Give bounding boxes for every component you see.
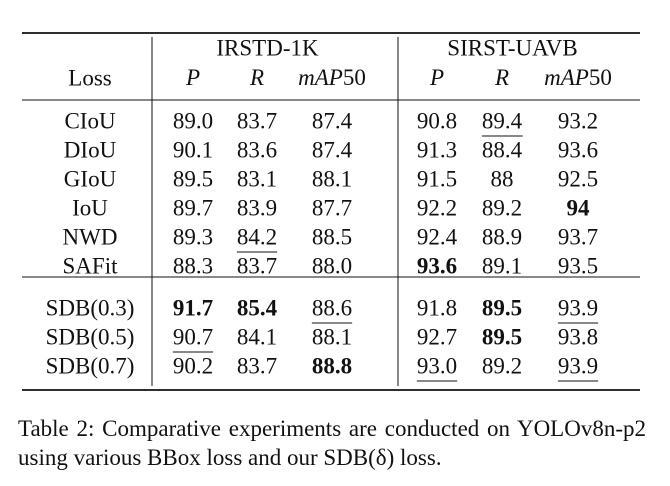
table-cell: 93.8 bbox=[558, 324, 598, 349]
table-cell: 89.5 bbox=[482, 295, 522, 320]
column-header: P bbox=[429, 65, 444, 90]
table-cell: 91.3 bbox=[417, 137, 457, 162]
table-cell: 88.8 bbox=[312, 353, 352, 378]
table-cell: 92.2 bbox=[417, 195, 457, 220]
table-cell: 88.4 bbox=[482, 137, 523, 162]
table-cell: 93.0 bbox=[417, 353, 457, 378]
table-cell: 83.9 bbox=[237, 195, 277, 220]
table-cell: 87.7 bbox=[312, 195, 352, 220]
row-label: SDB(0.5) bbox=[46, 324, 135, 349]
table-caption: Table 2: Comparative experiments are con… bbox=[18, 416, 646, 470]
row-label: IoU bbox=[72, 195, 108, 220]
table-cell: 94 bbox=[567, 195, 591, 220]
table-cell: 93.9 bbox=[558, 353, 598, 378]
table-cell: 83.6 bbox=[237, 137, 277, 162]
table-cell: 90.2 bbox=[173, 353, 213, 378]
table-cell: 93.7 bbox=[558, 224, 598, 249]
table-cell: 91.7 bbox=[173, 295, 213, 320]
table-cell: 84.2 bbox=[237, 224, 277, 249]
table-cell: 83.1 bbox=[237, 166, 277, 191]
table-cell: 88.1 bbox=[312, 166, 352, 191]
row-label: SDB(0.7) bbox=[46, 353, 135, 378]
row-label: SDB(0.3) bbox=[46, 295, 135, 320]
table-cell: 88.5 bbox=[312, 224, 352, 249]
table-cell: 83.7 bbox=[237, 108, 277, 133]
table-cell: 89.3 bbox=[173, 224, 213, 249]
table-cell: 93.9 bbox=[558, 295, 598, 320]
table-cell: 83.7 bbox=[237, 353, 277, 378]
row-label: GIoU bbox=[64, 166, 117, 191]
column-header: mAP50 bbox=[544, 65, 612, 90]
table-cell: 88.6 bbox=[312, 295, 352, 320]
table-cell: 91.5 bbox=[417, 166, 457, 191]
table-cell: 90.7 bbox=[173, 324, 213, 349]
table-cell: 92.5 bbox=[558, 166, 598, 191]
column-header: R bbox=[494, 65, 509, 90]
table-cell: 92.4 bbox=[417, 224, 458, 249]
column-header: P bbox=[185, 65, 200, 90]
group-header: SIRST-UAVB bbox=[447, 35, 577, 60]
row-label: SAFit bbox=[63, 253, 119, 278]
table-cell: 85.4 bbox=[237, 295, 278, 320]
table-cell: 92.7 bbox=[417, 324, 457, 349]
table-cell: 89.2 bbox=[482, 353, 522, 378]
table-cell: 87.4 bbox=[312, 137, 353, 162]
table-cell: 89.1 bbox=[482, 253, 522, 278]
table-cell: 89.0 bbox=[173, 108, 213, 133]
column-header: R bbox=[249, 65, 264, 90]
table-cell: 91.8 bbox=[417, 295, 457, 320]
table-cell: 88.1 bbox=[312, 324, 352, 349]
table-cell: 89.4 bbox=[482, 108, 523, 133]
table-cell: 89.5 bbox=[173, 166, 213, 191]
table-cell: 93.6 bbox=[558, 137, 598, 162]
table-cell: 89.5 bbox=[482, 324, 522, 349]
table-cell: 84.1 bbox=[237, 324, 277, 349]
column-header: Loss bbox=[68, 65, 112, 90]
table-cell: 88.0 bbox=[312, 253, 352, 278]
table-cell: 93.2 bbox=[558, 108, 598, 133]
table-cell: 88.9 bbox=[482, 224, 522, 249]
table-cell: 93.5 bbox=[558, 253, 598, 278]
table-cell: 83.7 bbox=[237, 253, 277, 278]
row-label: CIoU bbox=[64, 108, 116, 133]
table-cell: 88 bbox=[491, 166, 514, 191]
table-cell: 87.4 bbox=[312, 108, 353, 133]
table-cell: 93.6 bbox=[417, 253, 457, 278]
column-header: mAP50 bbox=[298, 65, 366, 90]
table-cell: 89.7 bbox=[173, 195, 213, 220]
group-header: IRSTD-1K bbox=[216, 35, 319, 60]
table-cell: 90.1 bbox=[173, 137, 213, 162]
row-label: DIoU bbox=[64, 137, 117, 162]
row-label: NWD bbox=[63, 224, 118, 249]
table-cell: 88.3 bbox=[173, 253, 213, 278]
table-cell: 89.2 bbox=[482, 195, 522, 220]
table-cell: 90.8 bbox=[417, 108, 457, 133]
